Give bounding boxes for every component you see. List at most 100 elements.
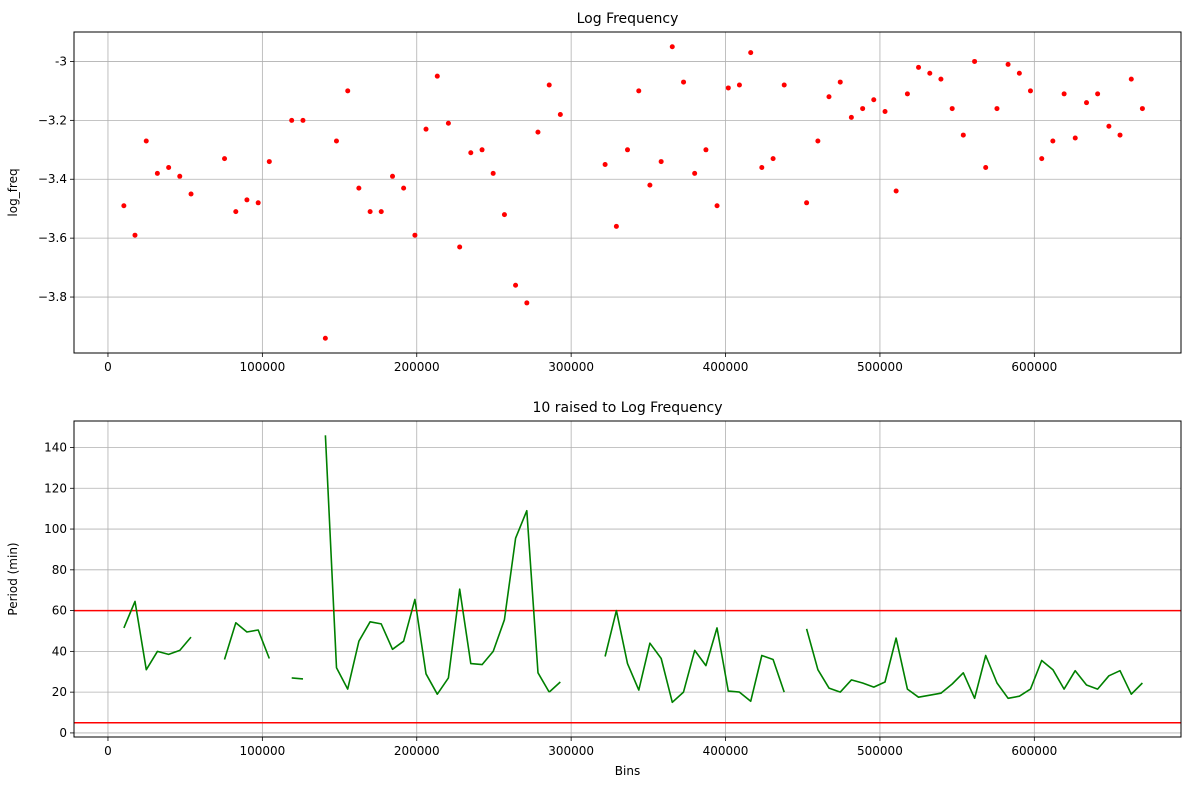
scatter-point (927, 70, 933, 76)
scatter-point (759, 164, 765, 170)
axes-frame (73, 31, 1182, 354)
scatter-point (1095, 91, 1101, 97)
x-tick-label: 500000 (857, 744, 903, 758)
series-line (548, 681, 561, 693)
scatter-point (501, 212, 507, 218)
scatter-point (490, 170, 496, 176)
scatter-point (154, 170, 160, 176)
scatter-point (356, 185, 362, 191)
scatter-point (804, 200, 810, 206)
scatter-point (748, 50, 754, 56)
scatter-point (770, 156, 776, 162)
scatter-point (1005, 61, 1011, 67)
scatter-point (725, 85, 731, 91)
scatter-point (692, 170, 698, 176)
scatter-point (714, 203, 720, 209)
y-ticks: −3.8 −3.6 −3.4 −3.2 -3 (38, 54, 74, 304)
scatter-point (535, 129, 541, 135)
scatter-point (625, 147, 630, 153)
y-tick-label: −3.8 (38, 290, 67, 304)
scatter-point (423, 126, 429, 132)
scatter-point (647, 182, 653, 188)
scatter-point (457, 244, 463, 250)
scatter-point (703, 147, 709, 153)
scatter-point (1084, 100, 1090, 106)
scatter-point (882, 109, 888, 115)
scatter-point (904, 91, 910, 97)
y-axis-label: Period (min) (6, 542, 20, 615)
scatter-point (390, 173, 396, 179)
x-tick-label: 300000 (548, 360, 594, 374)
x-tick-label: 500000 (857, 360, 903, 374)
scatter-point (513, 282, 519, 288)
scatter-point (289, 117, 295, 123)
x-axis-label: Bins (615, 764, 640, 778)
scatter-point (546, 82, 552, 88)
y-tick-label: 120 (44, 481, 67, 495)
series-line (805, 628, 1143, 700)
x-tick-label: 100000 (239, 744, 285, 758)
scatter-point (1117, 132, 1123, 138)
series-line (123, 600, 192, 671)
scatter-point (860, 106, 866, 112)
chart-title: Log Frequency (577, 11, 679, 27)
scatter-point (916, 64, 922, 70)
chart-title: 10 raised to Log Frequency (532, 400, 722, 416)
scatter-point (367, 209, 373, 215)
y-axis-label: log_freq (6, 168, 20, 216)
x-tick-label: 0 (104, 744, 112, 758)
scatter-point (826, 94, 832, 100)
period-plot: 0 100000 200000 300000 400000 500000 600000 0 2… (6, 400, 1182, 778)
scatter-point (445, 120, 451, 126)
scatter-point (266, 159, 272, 165)
scatter-point (1016, 70, 1022, 76)
y-tick-label: −3.6 (38, 231, 67, 245)
series-line (223, 621, 271, 660)
scatter-point (1128, 76, 1134, 82)
y-tick-label: 140 (44, 441, 67, 455)
scatter-point (233, 209, 239, 215)
scatter-point (524, 300, 530, 306)
x-tick-label: 300000 (548, 744, 594, 758)
scatter-point (1039, 156, 1045, 162)
axes-frame (73, 420, 1182, 738)
scatter-point (681, 79, 687, 85)
scatter-point (815, 138, 821, 144)
scatter-point (166, 164, 172, 170)
y-tick-label: 60 (52, 604, 67, 618)
series-line (324, 435, 550, 696)
scatter-point (412, 232, 418, 238)
scatter-point (255, 200, 261, 206)
scatter-point (602, 162, 608, 168)
scatter-point (949, 106, 955, 112)
scatter-point (132, 232, 138, 238)
scatter-point (1050, 138, 1056, 144)
scatter-point (983, 164, 989, 170)
y-tick-label: 40 (52, 644, 67, 658)
scatter-point (468, 150, 474, 156)
scatter-point (1061, 91, 1067, 97)
scatter-point (177, 173, 183, 179)
x-tick-label: 100000 (239, 360, 285, 374)
scatter-point (837, 79, 843, 85)
series-line (604, 609, 785, 704)
scatter-point (434, 73, 440, 79)
scatter-point (669, 44, 675, 50)
x-tick-label: 200000 (394, 744, 440, 758)
scatter-point (613, 223, 619, 229)
scatter-point (1106, 123, 1112, 129)
scatter-point (322, 335, 328, 341)
scatter-point (893, 188, 899, 194)
x-tick-label: 400000 (703, 360, 749, 374)
scatter-point (960, 132, 966, 138)
y-tick-label: −3.4 (38, 172, 67, 186)
scatter-points (121, 44, 1145, 341)
x-tick-label: 200000 (394, 360, 440, 374)
y-tick-label: 0 (59, 726, 67, 740)
y-tick-label: 100 (44, 522, 67, 536)
x-tick-label: 600000 (1011, 744, 1057, 758)
scatter-point (736, 82, 742, 88)
x-tick-label: 400000 (703, 744, 749, 758)
scatter-point (994, 106, 1000, 112)
